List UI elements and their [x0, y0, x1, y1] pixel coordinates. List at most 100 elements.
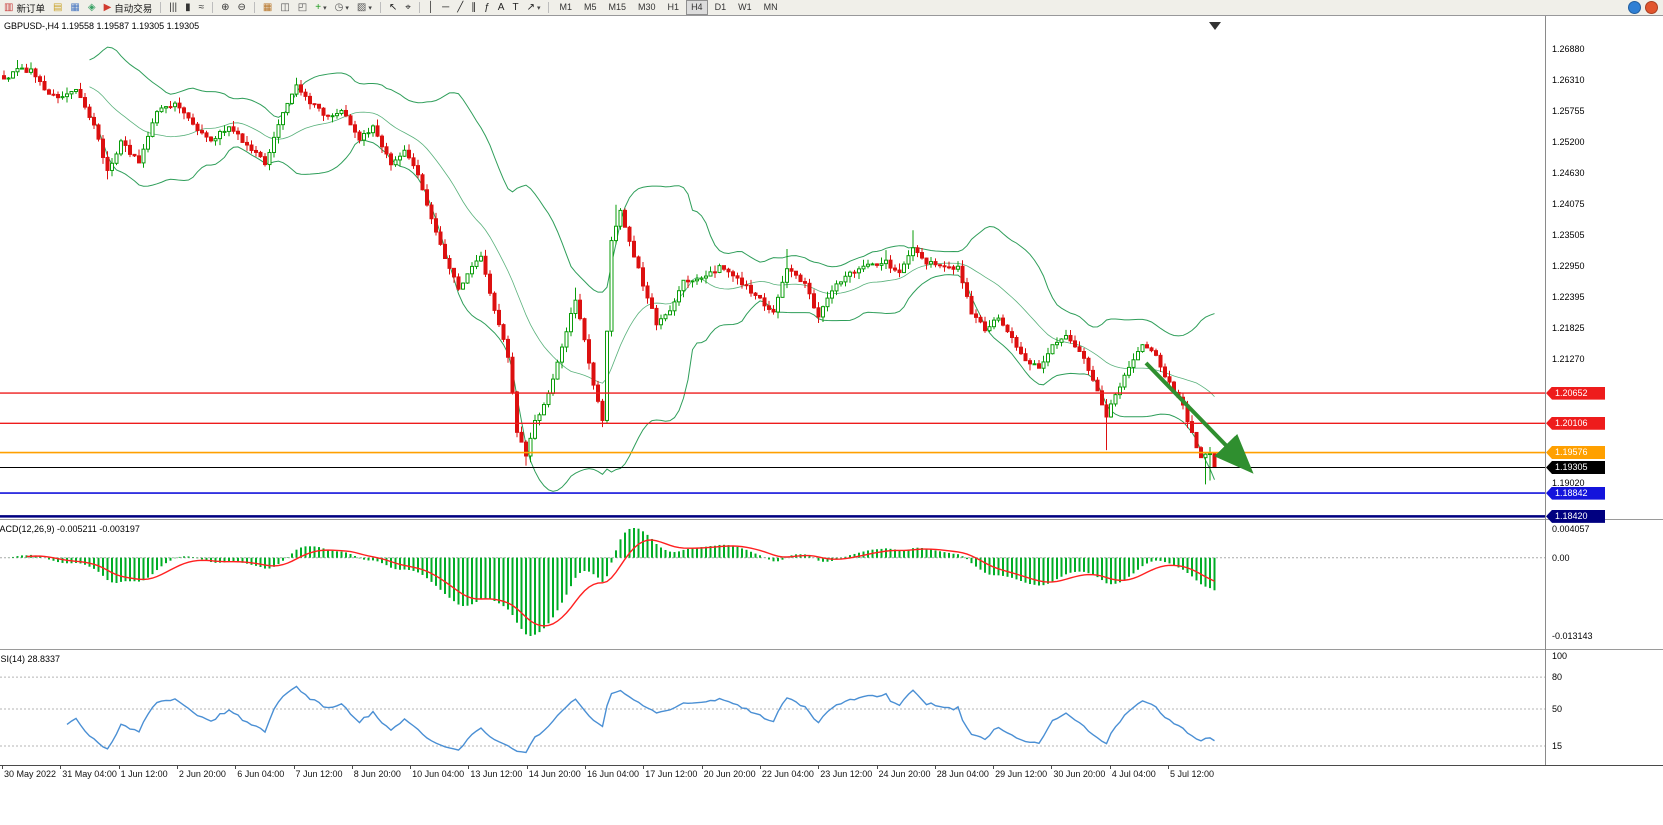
- indicators-icon: +: [315, 2, 322, 13]
- time-axis-label: 23 Jun 12:00: [820, 769, 873, 779]
- fibonacci-button[interactable]: ƒ: [481, 1, 493, 14]
- trendline-icon: ╱: [457, 2, 464, 13]
- candlestick-chart-icon: ▮: [185, 2, 191, 13]
- price-level-badge: 1.20106: [1546, 416, 1605, 430]
- time-axis-tick: [235, 766, 237, 769]
- cursor-icon: ↖: [388, 2, 398, 13]
- line-chart-icon: ≈: [198, 2, 205, 13]
- tile-windows-button[interactable]: ◫: [277, 1, 292, 14]
- crosshair-icon: ⌖: [405, 2, 411, 13]
- market-watch-button[interactable]: ▦: [67, 1, 82, 14]
- price-tick: 1.22395: [1552, 291, 1585, 302]
- bar-chart-button[interactable]: |||: [166, 1, 180, 14]
- vertical-line-button[interactable]: │: [425, 1, 437, 14]
- time-axis-tick: [876, 766, 878, 769]
- rsi-pane[interactable]: [0, 650, 1545, 765]
- macd-scale-label: -0.013143: [1552, 631, 1593, 641]
- new-order-icon: ▥: [4, 2, 14, 13]
- price-scale-separator: [1545, 16, 1546, 765]
- time-axis-label: 20 Jun 20:00: [703, 769, 756, 779]
- toolbar-separator: [253, 2, 255, 13]
- time-axis-tick: [993, 766, 995, 769]
- text-button[interactable]: A: [495, 1, 508, 14]
- indicators-button[interactable]: + ▾: [312, 1, 329, 14]
- toolbar-separator: [548, 2, 550, 13]
- new-chart-icon: ▦: [262, 2, 273, 13]
- equidistant-channel-button[interactable]: ∥: [468, 1, 479, 14]
- periods-button[interactable]: ◷ ▾: [332, 1, 352, 14]
- rsi-scale-label: 100: [1552, 651, 1568, 661]
- price-level-badge: 1.18842: [1546, 486, 1605, 500]
- price-tick: 1.26880: [1552, 44, 1585, 54]
- trend-arrow[interactable]: [1144, 361, 1254, 474]
- arrows-button[interactable]: ↗ ▾: [524, 1, 544, 14]
- time-axis-label: 1 Jun 12:00: [120, 769, 168, 779]
- time-axis-label: 22 Jun 04:00: [761, 769, 814, 779]
- time-axis-label: 31 May 04:00: [62, 769, 117, 779]
- line-chart-button[interactable]: ≈: [196, 1, 208, 14]
- rsi-label: RSI(14) 28.8337: [0, 654, 61, 664]
- time-axis-label: 10 Jun 04:00: [412, 769, 465, 779]
- data-window-icon: ◈: [87, 2, 96, 13]
- macd-scale-label: 0.00: [1552, 552, 1570, 563]
- bollinger-upper-band: [89, 46, 1215, 337]
- timeframe-h4[interactable]: H4: [686, 0, 708, 15]
- crosshair-button[interactable]: ⌖: [402, 1, 414, 14]
- time-axis-label: 13 Jun 12:00: [470, 769, 523, 779]
- rsi-scale-label: 50: [1552, 703, 1563, 714]
- horizontal-line-button[interactable]: ─: [439, 1, 452, 14]
- data-window-button[interactable]: ◈: [85, 1, 99, 14]
- time-axis-tick: [818, 766, 820, 769]
- tile-windows-icon: ◫: [280, 2, 290, 13]
- timeframe-m5[interactable]: M5: [584, 2, 597, 12]
- autotrading-button[interactable]: ▶ 自动交易: [101, 1, 156, 15]
- text-label-icon: T: [512, 2, 519, 13]
- macd-scale-label: 0.004057: [1552, 524, 1590, 534]
- text-label-button[interactable]: T: [509, 1, 521, 14]
- dropdown-caret-icon: ▾: [368, 4, 372, 12]
- timeframe-m30[interactable]: M30: [638, 2, 656, 12]
- time-axis-label: 14 Jun 20:00: [528, 769, 581, 779]
- candlestick-chart-button[interactable]: ▮: [182, 1, 194, 14]
- pane-separator[interactable]: [0, 519, 1663, 520]
- price-tick: 1.22950: [1552, 261, 1585, 272]
- timeframe-m15[interactable]: M15: [608, 2, 627, 12]
- macd-pane[interactable]: [0, 520, 1545, 650]
- dropdown-caret-icon: ▾: [345, 4, 349, 12]
- chart-profiles-button[interactable]: ▤: [50, 1, 65, 14]
- price-tick: 1.24630: [1552, 168, 1585, 179]
- new-order-button[interactable]: ▥ 新订单: [1, 1, 48, 15]
- bollinger-lower-band: [89, 113, 1215, 492]
- timeframe-d1[interactable]: D1: [714, 2, 727, 12]
- price-chart-canvas[interactable]: [0, 16, 1545, 520]
- templates-icon: ▨: [356, 2, 367, 13]
- chart-window[interactable]: GBPUSD-,H4 1.19558 1.19587 1.19305 1.193…: [0, 16, 1663, 806]
- timeframe-m1[interactable]: M1: [559, 2, 572, 12]
- price-tick: 1.24075: [1552, 198, 1585, 209]
- chart-profiles-icon: ▤: [52, 2, 63, 13]
- toolbar-buttons: ▥ 新订单 ▤ ▦ ◈ ▶ 自动交易 ||| ▮ ≈ ⊕ ⊖ ▦ ◫ ◰ + ▾ ◷ ▾ ▨ ▾ ↖ ⌖ │ ─ ╱ ∥ ƒ A T ↗ ▾ M…: [0, 0, 784, 15]
- rsi-scale-label: 15: [1552, 740, 1563, 751]
- cursor-button[interactable]: ↖: [386, 1, 400, 14]
- zoom-in-button[interactable]: ⊕: [218, 1, 232, 14]
- timeframe-mn[interactable]: MN: [763, 2, 778, 12]
- chart-shift-marker-icon: [1209, 22, 1221, 30]
- templates-button[interactable]: ▨ ▾: [354, 1, 375, 14]
- time-axis-label: 28 Jun 04:00: [936, 769, 989, 779]
- rsi-scale-label: 80: [1552, 672, 1563, 683]
- new-chart-button[interactable]: ▦: [260, 1, 275, 14]
- timeframe-h1[interactable]: H1: [667, 2, 680, 12]
- time-axis-tick: [759, 766, 761, 769]
- cascade-windows-icon: ◰: [297, 2, 308, 13]
- zoom-out-button[interactable]: ⊖: [235, 1, 249, 14]
- time-axis-tick: [1109, 766, 1111, 769]
- status-icon-red[interactable]: [1645, 1, 1658, 14]
- trendline-button[interactable]: ╱: [454, 1, 466, 14]
- price-scale: 1.26880 1.26310 1.25755 1.25200 1.24630 1.240…: [1546, 16, 1663, 765]
- price-tick: 1.26310: [1552, 75, 1585, 86]
- timeframe-w1[interactable]: W1: [738, 2, 752, 12]
- price-tick: 1.21825: [1552, 323, 1585, 334]
- status-icon-blue[interactable]: [1628, 1, 1641, 14]
- cascade-windows-button[interactable]: ◰: [295, 1, 310, 14]
- pane-separator[interactable]: [0, 649, 1663, 650]
